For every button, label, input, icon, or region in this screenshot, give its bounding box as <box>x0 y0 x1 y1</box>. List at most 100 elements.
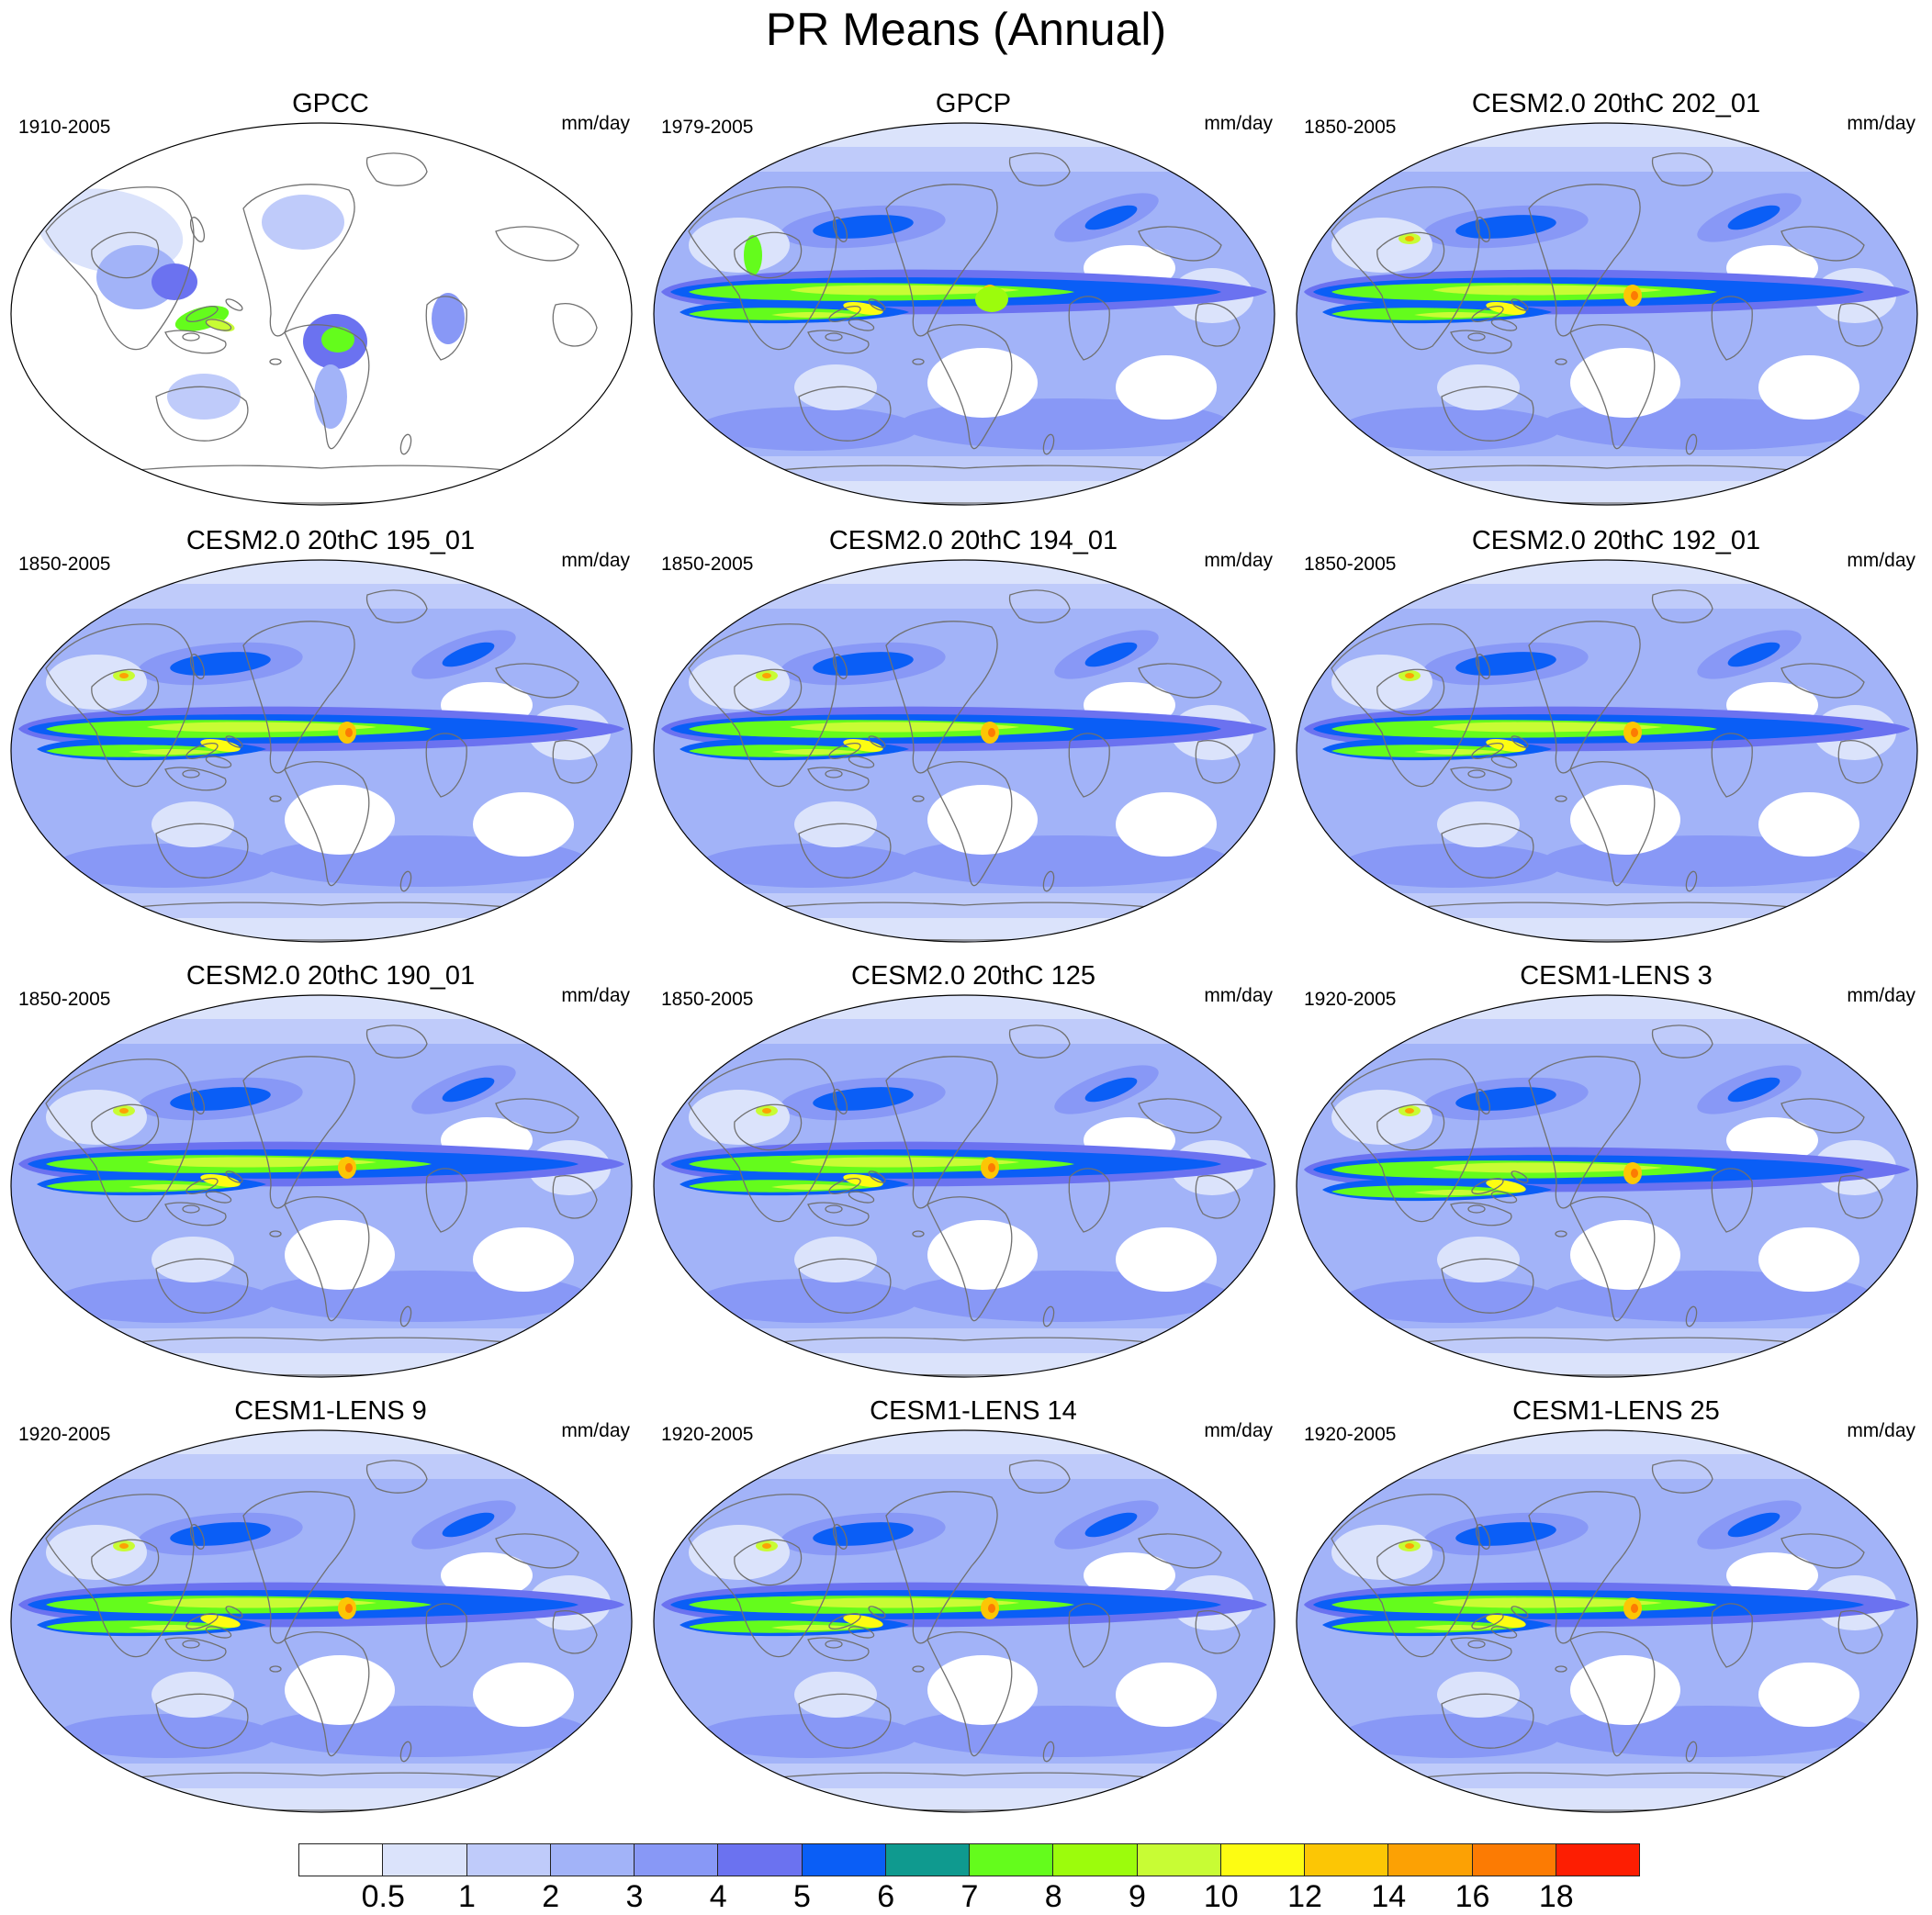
colorbar-swatch <box>1387 1843 1473 1876</box>
panel-title: CESM2.0 20thC 190_01 <box>185 961 476 991</box>
colorbar-swatch <box>1052 1843 1138 1876</box>
map-border <box>10 559 633 943</box>
panel-units: mm/day <box>1847 550 1915 571</box>
precipitation-map <box>653 1429 1275 1813</box>
map-border <box>1296 1429 1918 1813</box>
colorbar-tick-label: 6 <box>877 1879 895 1914</box>
panel-title: CESM1-LENS 9 <box>234 1396 427 1426</box>
panel-period: 1850-2005 <box>1304 117 1397 138</box>
colorbar-tick-label: 4 <box>709 1879 727 1914</box>
panel-title: CESM2.0 20thC 202_01 <box>1471 89 1761 118</box>
colorbar-swatch <box>634 1843 719 1876</box>
map-panel: CESM2.0 20thC 190_01 1850-2005 mm/day <box>9 960 652 1392</box>
map-border <box>1296 122 1918 506</box>
figure-title: PR Means (Annual) <box>765 4 1167 55</box>
precip-field <box>654 123 1275 505</box>
colorbar-boxes <box>298 1843 1640 1876</box>
panel-units: mm/day <box>1204 985 1273 1006</box>
panel-title: CESM2.0 20thC 125 <box>851 961 1095 991</box>
panel-period: 1920-2005 <box>18 1424 111 1445</box>
panel-units: mm/day <box>1847 985 1915 1006</box>
colorbar-swatch <box>298 1843 384 1876</box>
panel-units: mm/day <box>561 550 630 571</box>
colorbar-tick-label: 7 <box>960 1879 979 1914</box>
colorbar-swatch <box>1555 1843 1640 1876</box>
map-border <box>653 994 1275 1378</box>
precipitation-map <box>10 994 633 1378</box>
panel-period: 1850-2005 <box>661 554 754 575</box>
panel-title: CESM1-LENS 3 <box>1520 961 1713 991</box>
colorbar-swatch <box>549 1843 635 1876</box>
precipitation-map <box>10 122 633 506</box>
colorbar-tick-label: 9 <box>1129 1879 1146 1914</box>
colorbar-swatch <box>801 1843 886 1876</box>
precipitation-map <box>653 122 1275 506</box>
panel-title: CESM2.0 20thC 194_01 <box>828 526 1118 555</box>
coastlines <box>688 1460 1241 1811</box>
colorbar-tick-label: 1 <box>458 1879 476 1914</box>
precipitation-map <box>1296 122 1918 506</box>
panel-units: mm/day <box>1204 113 1273 134</box>
map-border <box>1296 559 1918 943</box>
precip-field <box>1297 995 1917 1377</box>
colorbar-tick-label: 5 <box>793 1879 811 1914</box>
precip-field <box>11 123 632 505</box>
panel-units: mm/day <box>1847 1420 1915 1441</box>
colorbar-swatch <box>717 1843 803 1876</box>
colorbar-tick-label: 18 <box>1538 1879 1574 1914</box>
panel-title: GPCP <box>935 89 1012 118</box>
colorbar-swatch <box>1219 1843 1305 1876</box>
precipitation-map <box>653 559 1275 943</box>
panel-units: mm/day <box>1204 550 1273 571</box>
map-border <box>653 1429 1275 1813</box>
map-border <box>653 559 1275 943</box>
map-panel: GPCP 1979-2005 mm/day <box>652 88 1295 520</box>
map-panel: CESM2.0 20thC 195_01 1850-2005 mm/day <box>9 525 652 957</box>
colorbar-tick-label: 14 <box>1371 1879 1407 1914</box>
map-panel: CESM2.0 20thC 192_01 1850-2005 mm/day <box>1295 525 1932 957</box>
map-panel: CESM2.0 20thC 202_01 1850-2005 mm/day <box>1295 88 1932 520</box>
panel-units: mm/day <box>561 113 630 134</box>
panel-period: 1850-2005 <box>18 554 111 575</box>
panel-period: 1920-2005 <box>661 1424 754 1445</box>
precipitation-map <box>1296 1429 1918 1813</box>
map-border <box>1296 994 1918 1378</box>
panel-period: 1850-2005 <box>18 989 111 1010</box>
map-panel: CESM1-LENS 14 1920-2005 mm/day <box>652 1395 1295 1827</box>
panel-period: 1850-2005 <box>661 989 754 1010</box>
colorbar-swatch <box>1136 1843 1221 1876</box>
panel-title: CESM2.0 20thC 195_01 <box>185 526 476 555</box>
map-panel: CESM1-LENS 3 1920-2005 mm/day <box>1295 960 1932 1392</box>
precipitation-map <box>10 559 633 943</box>
precipitation-map <box>1296 994 1918 1378</box>
colorbar-tick-label: 2 <box>542 1879 560 1914</box>
colorbar-swatch <box>969 1843 1054 1876</box>
map-border <box>653 122 1275 506</box>
map-border <box>10 1429 633 1813</box>
colorbar-tick-label: 3 <box>625 1879 644 1914</box>
colorbar-tick-label: 12 <box>1287 1879 1322 1914</box>
panel-title: CESM1-LENS 14 <box>870 1396 1077 1426</box>
panel-title: CESM2.0 20thC 192_01 <box>1471 526 1761 555</box>
panel-units: mm/day <box>1204 1420 1273 1441</box>
map-border <box>10 122 633 506</box>
colorbar: 0.5 1 2 3 4 5 6 7 8 9 10 12 14 16 18 <box>298 1843 1640 1914</box>
colorbar-tick-label: 16 <box>1455 1879 1490 1914</box>
precipitation-map <box>1296 559 1918 943</box>
colorbar-swatch <box>382 1843 467 1876</box>
panel-period: 1920-2005 <box>1304 1424 1397 1445</box>
map-panel: GPCC 1910-2005 mm/day <box>9 88 652 520</box>
colorbar-tick-label: 10 <box>1203 1879 1239 1914</box>
colorbar-tick-label: 8 <box>1044 1879 1062 1914</box>
colorbar-swatch <box>1304 1843 1389 1876</box>
panel-units: mm/day <box>561 1420 630 1441</box>
panel-period: 1979-2005 <box>661 117 754 138</box>
colorbar-swatch <box>884 1843 970 1876</box>
panel-period: 1850-2005 <box>1304 554 1397 575</box>
panel-units: mm/day <box>561 985 630 1006</box>
colorbar-swatch <box>466 1843 551 1876</box>
precipitation-map <box>653 994 1275 1378</box>
map-panel: CESM2.0 20thC 194_01 1850-2005 mm/day <box>652 525 1295 957</box>
colorbar-swatch <box>1471 1843 1556 1876</box>
panel-period: 1910-2005 <box>18 117 111 138</box>
